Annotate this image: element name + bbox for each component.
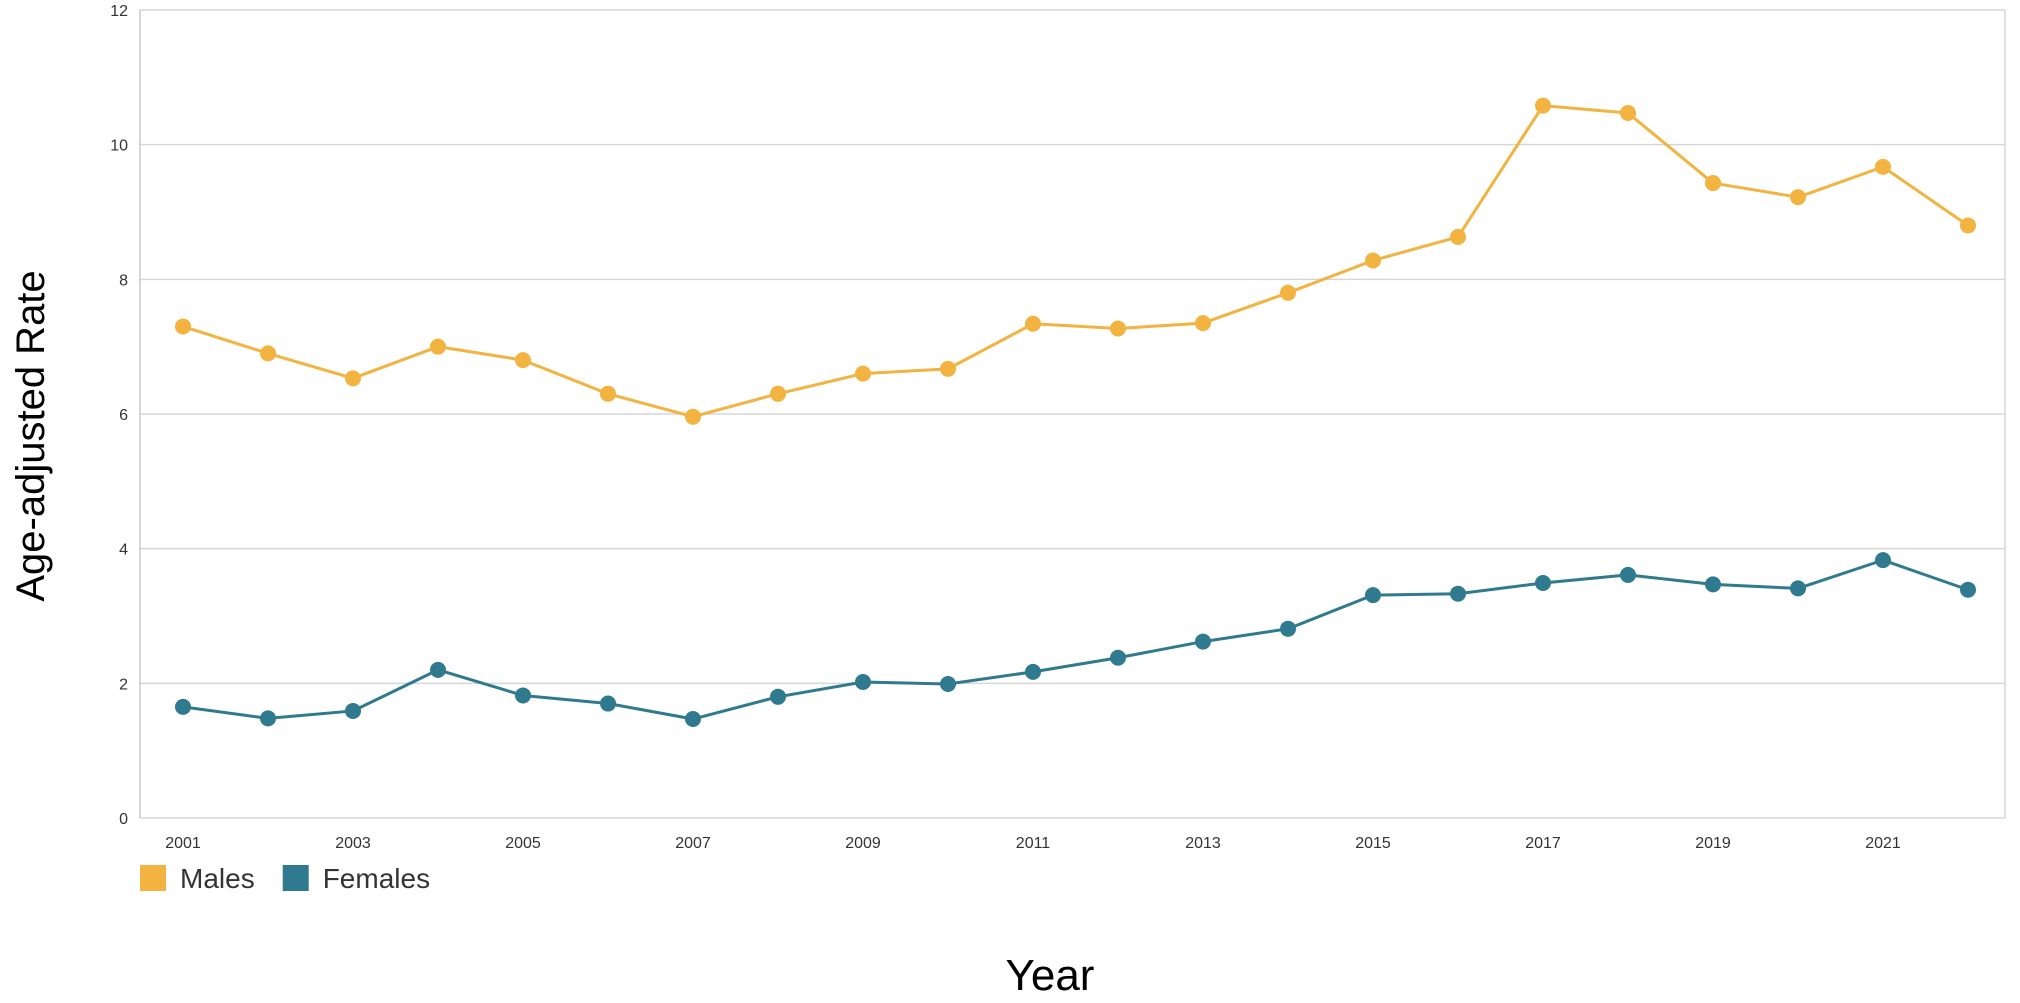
data-point-males[interactable] bbox=[685, 408, 701, 425]
data-point-females[interactable] bbox=[345, 702, 361, 719]
data-point-females[interactable] bbox=[1450, 585, 1466, 602]
data-point-females[interactable] bbox=[1620, 566, 1636, 583]
data-point-females[interactable] bbox=[1365, 587, 1381, 604]
x-tick-label: 2001 bbox=[165, 835, 201, 852]
data-point-males[interactable] bbox=[1110, 320, 1126, 337]
x-tick-label: 2013 bbox=[1185, 835, 1221, 852]
data-point-females[interactable] bbox=[1875, 552, 1891, 569]
data-point-females[interactable] bbox=[1195, 633, 1211, 650]
data-point-males[interactable] bbox=[770, 385, 786, 402]
y-axis: 0 2 4 6 8 10 12 bbox=[110, 3, 128, 828]
data-point-females[interactable] bbox=[685, 711, 701, 728]
series-males bbox=[175, 97, 1976, 425]
x-tick-label: 2011 bbox=[1016, 835, 1051, 852]
data-point-females[interactable] bbox=[1110, 649, 1126, 666]
data-point-females[interactable] bbox=[1790, 580, 1806, 597]
data-point-males[interactable] bbox=[940, 360, 956, 377]
y-tick-label: 6 bbox=[119, 407, 128, 424]
data-point-males[interactable] bbox=[260, 345, 276, 362]
data-point-males[interactable] bbox=[1025, 315, 1041, 332]
grid-lines bbox=[139, 9, 2006, 819]
data-point-males[interactable] bbox=[1195, 315, 1211, 332]
y-tick-label: 8 bbox=[119, 272, 128, 289]
y-tick-label: 2 bbox=[119, 676, 128, 693]
x-tick-label: 2003 bbox=[335, 835, 371, 852]
legend-swatch bbox=[282, 865, 309, 891]
series-females bbox=[175, 552, 1976, 728]
data-point-females[interactable] bbox=[855, 673, 871, 690]
x-tick-label: 2019 bbox=[1695, 835, 1731, 852]
data-point-males[interactable] bbox=[1280, 284, 1296, 301]
x-tick-label: 2009 bbox=[845, 835, 881, 852]
y-axis-title: Age-adjusted Rate bbox=[9, 270, 53, 601]
data-point-females[interactable] bbox=[940, 676, 956, 693]
data-point-males[interactable] bbox=[855, 365, 871, 382]
y-tick-label: 4 bbox=[119, 542, 128, 559]
legend-swatch bbox=[140, 865, 166, 891]
data-point-males[interactable] bbox=[345, 370, 361, 387]
series-layer bbox=[175, 97, 1976, 728]
data-point-males[interactable] bbox=[1535, 97, 1551, 114]
x-axis: 2001 2003 2005 2007 2009 2011 2013 2015 2017 2019… bbox=[165, 835, 1901, 852]
data-point-females[interactable] bbox=[1025, 663, 1041, 680]
y-tick-label: 10 bbox=[110, 138, 128, 155]
data-point-males[interactable] bbox=[1705, 175, 1721, 192]
legend-label: Males bbox=[180, 863, 255, 894]
data-point-males[interactable] bbox=[175, 318, 191, 335]
x-tick-label: 2017 bbox=[1525, 835, 1561, 852]
data-point-males[interactable] bbox=[430, 338, 446, 355]
data-point-males[interactable] bbox=[1365, 252, 1381, 269]
series-line-males bbox=[182, 104, 1969, 419]
data-point-males[interactable] bbox=[515, 352, 531, 369]
y-tick-label: 12 bbox=[110, 3, 128, 20]
data-point-females[interactable] bbox=[1960, 581, 1976, 598]
legend-item-males[interactable]: Males bbox=[140, 863, 255, 894]
x-tick-label: 2015 bbox=[1355, 835, 1391, 852]
data-point-females[interactable] bbox=[1280, 620, 1296, 637]
legend: Males Females bbox=[140, 863, 430, 894]
data-point-females[interactable] bbox=[260, 710, 276, 727]
data-point-females[interactable] bbox=[1705, 576, 1721, 593]
data-point-males[interactable] bbox=[1960, 217, 1976, 234]
data-point-females[interactable] bbox=[770, 688, 786, 705]
x-axis-title: Year bbox=[1006, 951, 1095, 1000]
data-point-males[interactable] bbox=[1790, 189, 1806, 206]
data-point-females[interactable] bbox=[1535, 575, 1551, 592]
y-tick-label: 0 bbox=[119, 811, 128, 828]
data-point-males[interactable] bbox=[600, 385, 616, 402]
legend-label: Females bbox=[323, 863, 430, 894]
data-point-females[interactable] bbox=[430, 661, 446, 678]
x-tick-label: 2021 bbox=[1865, 835, 1901, 852]
legend-item-females[interactable]: Females bbox=[282, 863, 430, 894]
series-line-females bbox=[182, 558, 1969, 721]
x-tick-label: 2005 bbox=[505, 835, 541, 852]
data-point-females[interactable] bbox=[600, 695, 616, 712]
data-point-males[interactable] bbox=[1450, 228, 1466, 245]
data-point-females[interactable] bbox=[175, 698, 191, 715]
x-tick-label: 2007 bbox=[675, 835, 711, 852]
data-point-males[interactable] bbox=[1875, 158, 1891, 175]
data-point-females[interactable] bbox=[515, 687, 531, 704]
data-point-males[interactable] bbox=[1620, 105, 1636, 122]
